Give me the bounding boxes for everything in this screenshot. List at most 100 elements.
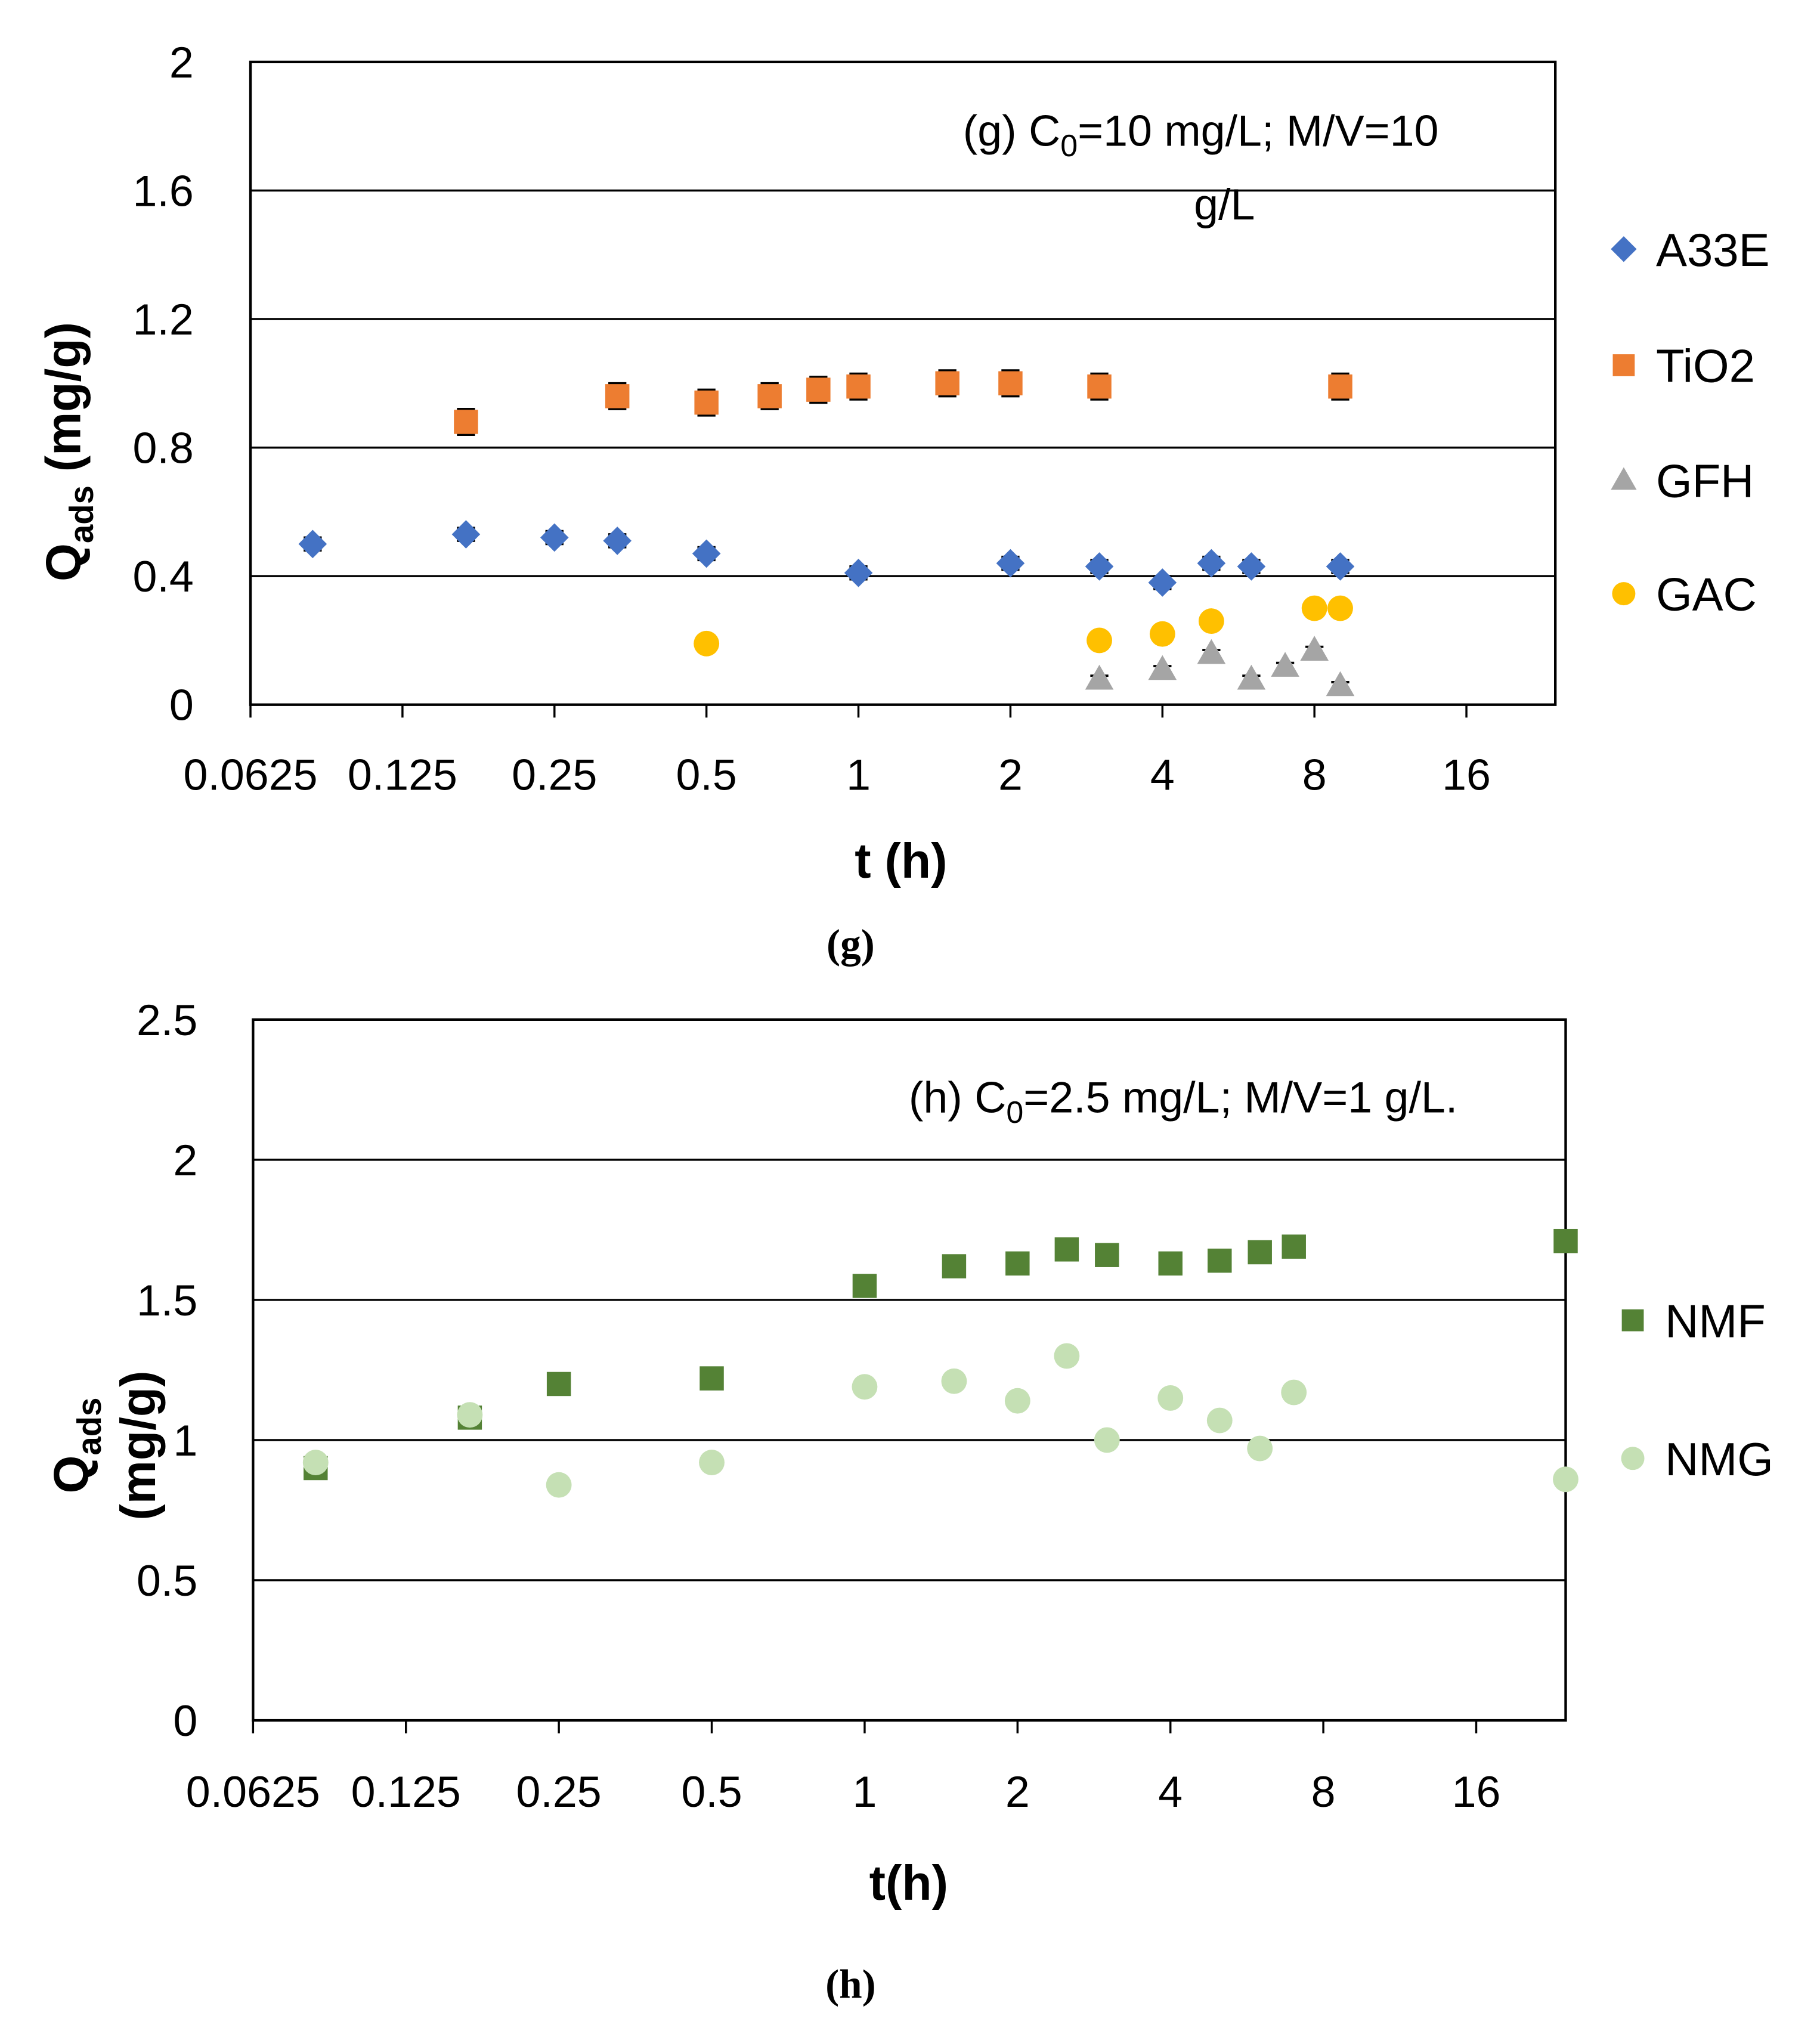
- data-point: [1085, 664, 1114, 690]
- annotation-text: =2.5 mg/L; M/V=1 g/L.: [1023, 1073, 1457, 1122]
- series-gac: [694, 595, 1353, 657]
- annotation-prefix: (g) C: [963, 106, 1061, 156]
- y-axis-title: Qads (mg/g): [36, 322, 100, 581]
- y-title-main: Q: [44, 1456, 98, 1494]
- data-point: [1197, 549, 1226, 578]
- y-axis-title-line1: Qads: [44, 1398, 108, 1494]
- panel-annotation: (h) C0=2.5 mg/L; M/V=1 g/L.: [909, 1073, 1457, 1130]
- data-point: [603, 527, 632, 555]
- y-tick-label: 1.2: [132, 295, 193, 344]
- data-point: [1095, 1243, 1119, 1267]
- legend-item-tio2: TiO2: [1612, 340, 1755, 392]
- data-point: [699, 1450, 725, 1476]
- x-tick-label: 0.5: [676, 750, 737, 800]
- y-title-main: Q: [36, 543, 91, 581]
- chart-h: 0 0.5 1 1.5 2 2.5 0.0625 0.125 0.25 0.5 1 2 4 8 16 t(h)…: [44, 995, 1773, 2007]
- data-point: [694, 390, 719, 415]
- data-point: [1208, 1248, 1232, 1273]
- x-tick-label: 0.125: [351, 1767, 461, 1816]
- annotation-prefix: (h) C: [909, 1073, 1007, 1122]
- data-point: [1281, 1379, 1307, 1405]
- annotation-subscript: 0: [1006, 1095, 1023, 1130]
- series-a33e: [298, 520, 1355, 597]
- x-tick-label: 1: [846, 750, 871, 800]
- plot-frame: [249, 60, 1557, 706]
- data-point: [852, 1274, 877, 1298]
- x-tick-label: 2: [1005, 1767, 1030, 1816]
- data-point: [1054, 1237, 1079, 1262]
- data-point: [942, 1254, 967, 1278]
- data-point: [451, 520, 481, 549]
- data-point: [1087, 627, 1112, 654]
- legend-item-a33e: A33E: [1611, 224, 1770, 276]
- data-point: [298, 530, 327, 559]
- legend-marker: [1611, 467, 1637, 490]
- annotation-line2: g/L: [1194, 179, 1255, 229]
- annotation-text: =10 mg/L; M/V=10: [1078, 106, 1438, 156]
- legend-marker: [1612, 582, 1636, 606]
- data-point: [806, 377, 831, 402]
- data-point: [1237, 664, 1266, 690]
- data-point: [1247, 1435, 1273, 1462]
- data-point: [1005, 1251, 1030, 1276]
- y-title-rest: (mg/g): [36, 322, 91, 485]
- plot-frame: [252, 1018, 1567, 1722]
- legend-marker: [1621, 1309, 1644, 1332]
- data-point: [1087, 374, 1112, 399]
- data-point: [692, 539, 721, 568]
- y-title-rest: (mg/g): [112, 1370, 166, 1520]
- data-point: [1282, 1234, 1306, 1259]
- y-tick-label: 0: [173, 1696, 197, 1745]
- y-tick-label: 1.5: [137, 1275, 197, 1325]
- x-tick-label: 4: [1158, 1767, 1183, 1816]
- data-point: [1300, 636, 1329, 661]
- panel-annotation: (g) C0=10 mg/L; M/V=10: [963, 106, 1439, 163]
- legend-item-nmg: NMG: [1621, 1433, 1773, 1485]
- data-point: [1157, 1385, 1184, 1411]
- data-point: [1198, 608, 1224, 634]
- legend-label: NMG: [1665, 1433, 1773, 1485]
- y-title-sub: ads: [63, 485, 100, 543]
- data-point: [1004, 1388, 1030, 1414]
- x-tick-label: 0.25: [512, 750, 597, 800]
- data-point: [1326, 552, 1355, 581]
- x-tick-label: 2: [998, 750, 1023, 800]
- data-point: [694, 630, 720, 657]
- legend-item-gac: GAC: [1612, 568, 1757, 621]
- data-point: [1248, 1240, 1272, 1265]
- data-point: [454, 410, 478, 434]
- data-point: [699, 1366, 724, 1391]
- data-point: [546, 1372, 571, 1397]
- x-tick-label: 0.0625: [183, 750, 317, 800]
- y-tick-label: 0.4: [132, 552, 193, 601]
- data-point: [1206, 1407, 1233, 1434]
- y-title-sub: ads: [70, 1398, 108, 1456]
- data-point: [852, 1374, 878, 1400]
- data-point: [996, 549, 1025, 578]
- data-point: [941, 1368, 967, 1394]
- x-tick-label: 8: [1302, 750, 1327, 800]
- series-tio2: [454, 369, 1352, 436]
- data-point: [546, 1472, 572, 1498]
- x-tick-label: 0.0625: [186, 1767, 320, 1816]
- data-point: [1327, 595, 1353, 621]
- x-tick-label: 4: [1150, 750, 1175, 800]
- x-tick-label: 0.25: [516, 1767, 602, 1816]
- legend-item-gfh: GFH: [1611, 454, 1754, 507]
- data-point: [1148, 655, 1177, 680]
- x-tick-label: 16: [1452, 1767, 1501, 1816]
- legend-marker: [1612, 354, 1635, 376]
- x-tick-label: 0.125: [348, 750, 457, 800]
- data-point: [1326, 671, 1355, 696]
- data-point: [844, 558, 873, 587]
- series-nmg: [302, 1343, 1578, 1498]
- x-tick-label: 16: [1442, 750, 1491, 800]
- data-point: [302, 1450, 329, 1476]
- data-point: [1553, 1466, 1578, 1493]
- data-point: [1197, 639, 1226, 664]
- data-point: [935, 371, 959, 396]
- y-tick-label: 0.5: [137, 1556, 197, 1605]
- chart-g: 0 0.4 0.8 1.2 1.6 2 0.0625 0.125 0.25 0.5 1 2 4 8 16 t …: [36, 38, 1769, 967]
- series-gfh: [1085, 636, 1355, 696]
